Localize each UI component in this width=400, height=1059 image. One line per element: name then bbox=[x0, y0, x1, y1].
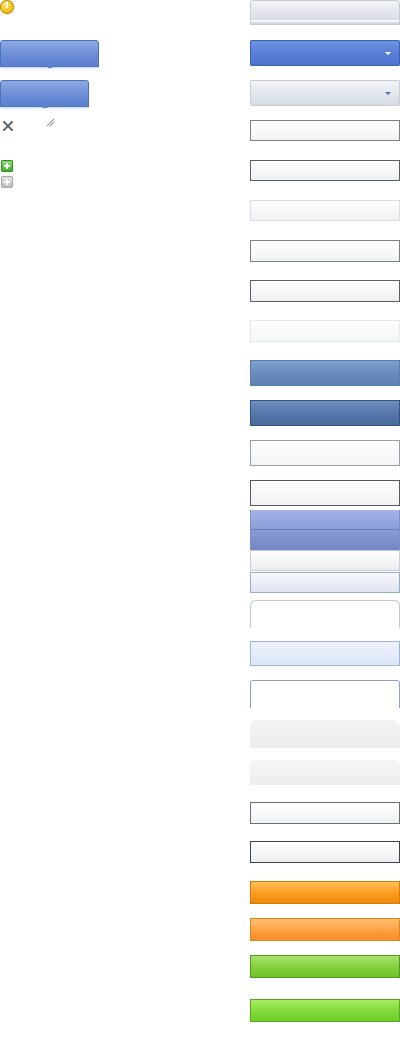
header-divider bbox=[251, 529, 399, 530]
blue-callout-tab bbox=[0, 40, 99, 71]
silver-row-selected[interactable] bbox=[250, 572, 400, 593]
text-input-focused[interactable] bbox=[250, 280, 400, 302]
green-button-hover[interactable] bbox=[250, 999, 400, 1022]
add-icon[interactable] bbox=[1, 160, 13, 172]
text-input-focused[interactable] bbox=[250, 480, 400, 506]
text-input[interactable] bbox=[250, 802, 400, 824]
callout-underline bbox=[1, 108, 88, 111]
text-input[interactable] bbox=[250, 120, 400, 141]
text-input[interactable] bbox=[250, 440, 400, 466]
blue-highlight-field[interactable] bbox=[250, 641, 400, 666]
add-disabled-icon bbox=[1, 176, 13, 188]
text-input-focused[interactable] bbox=[250, 160, 400, 181]
orange-button[interactable] bbox=[250, 881, 400, 904]
text-input-disabled bbox=[250, 200, 400, 221]
chevron-down-icon bbox=[385, 52, 391, 55]
close-icon[interactable] bbox=[1, 119, 15, 133]
gray-tab-bar bbox=[250, 0, 400, 25]
gray-dropdown[interactable] bbox=[250, 80, 400, 106]
violet-header-bar bbox=[250, 510, 400, 550]
text-input-focused[interactable] bbox=[250, 841, 400, 863]
blue-dropdown[interactable] bbox=[250, 40, 400, 66]
resize-grip-icon[interactable] bbox=[45, 117, 55, 127]
callout-underline bbox=[1, 68, 98, 71]
text-input[interactable] bbox=[250, 240, 400, 262]
tab-stripe bbox=[251, 20, 399, 22]
light-tab[interactable] bbox=[250, 720, 400, 748]
text-input-disabled bbox=[250, 320, 400, 342]
orange-button-hover[interactable] bbox=[250, 918, 400, 941]
light-tab-small[interactable] bbox=[250, 760, 400, 785]
green-button[interactable] bbox=[250, 955, 400, 978]
steel-blue-button[interactable] bbox=[250, 360, 400, 386]
info-icon bbox=[0, 0, 14, 14]
outline-tab[interactable] bbox=[250, 600, 400, 628]
silver-row[interactable] bbox=[250, 550, 400, 571]
steel-blue-button-pressed[interactable] bbox=[250, 400, 400, 426]
blue-callout-tab-small bbox=[0, 80, 89, 111]
outline-tab-active[interactable] bbox=[250, 680, 400, 708]
chevron-down-icon bbox=[385, 92, 391, 95]
